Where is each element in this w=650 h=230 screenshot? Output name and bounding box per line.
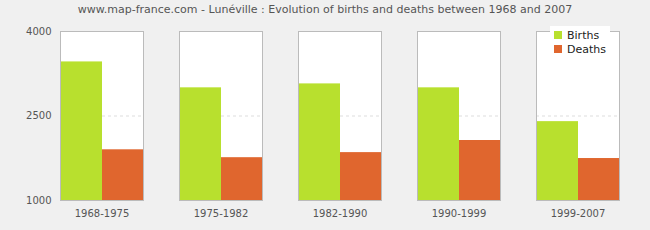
html-text:Births: Births — [567, 28, 600, 42]
html-text:www.map-france.com - Lunéville: www.map-france.com - Lunéville : Evoluti… — [77, 3, 573, 16]
svg-text:1000: 1000 — [26, 195, 51, 206]
svg-text:1975-1982: 1975-1982 — [194, 208, 249, 219]
svg-text:2500: 2500 — [26, 110, 51, 121]
svg-text:1982-1990: 1982-1990 — [313, 208, 368, 219]
svg-text:1990-1999: 1990-1999 — [432, 208, 487, 219]
svg-text:4000: 4000 — [26, 26, 51, 37]
svg-text:1999-2007: 1999-2007 — [551, 208, 606, 219]
svg-text:1968-1975: 1968-1975 — [75, 208, 130, 219]
html-text:Deaths: Deaths — [567, 42, 606, 56]
